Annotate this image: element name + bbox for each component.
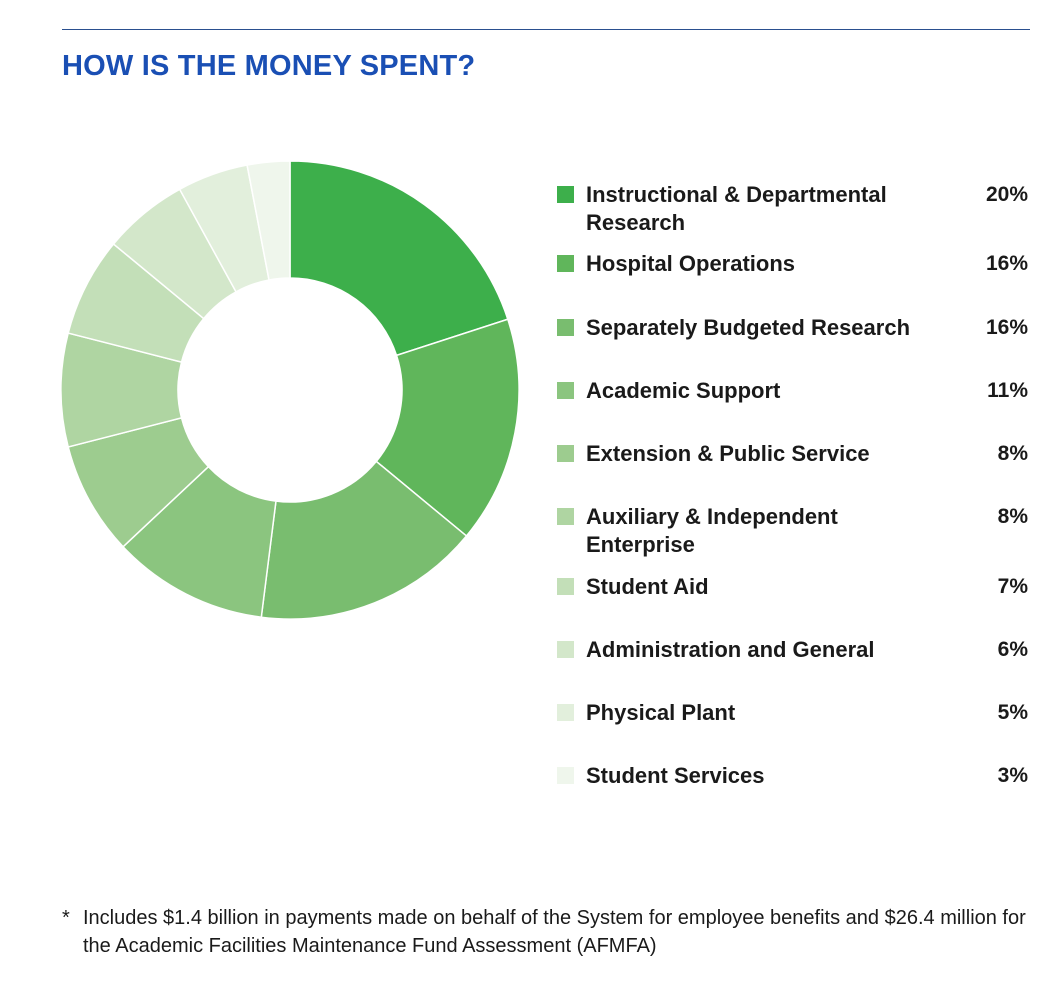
- legend-swatch: [557, 255, 574, 272]
- legend-label: Hospital Operations: [586, 251, 796, 276]
- legend-value: 20%: [985, 183, 1028, 206]
- legend-value: 11%: [987, 379, 1028, 402]
- chart-title: HOW IS THE MONEY SPENT?: [62, 50, 476, 82]
- legend-value: 7%: [997, 575, 1028, 598]
- legend-swatch: [557, 508, 574, 525]
- donut-slice: [289, 160, 509, 357]
- legend-value: 3%: [997, 764, 1028, 787]
- legend-value: 16%: [985, 316, 1028, 339]
- donut-chart: [60, 160, 520, 620]
- legend-value: 8%: [997, 505, 1028, 528]
- legend-label: Auxiliary & Independent Enterprise: [586, 504, 838, 557]
- footnote-text: Includes $1.4 billion in payments made o…: [83, 907, 1026, 957]
- legend-value: 8%: [997, 442, 1028, 465]
- top-rule: [62, 29, 1030, 30]
- legend-swatch: [557, 704, 574, 721]
- legend-value: 5%: [997, 701, 1028, 724]
- footnote: * Includes $1.4 billion in payments made…: [62, 904, 1037, 960]
- legend-label: Instructional & Departmental Research: [586, 182, 887, 235]
- donut-slice: [246, 160, 291, 281]
- legend-label: Academic Support: [586, 378, 781, 403]
- donut-slice: [260, 460, 468, 620]
- legend-swatch: [557, 382, 574, 399]
- footnote-marker: *: [62, 907, 70, 929]
- legend-swatch: [557, 578, 574, 595]
- legend-swatch: [557, 186, 574, 203]
- legend-label: Student Services: [586, 763, 765, 788]
- legend-swatch: [557, 767, 574, 784]
- legend-swatch: [557, 319, 574, 336]
- donut-slice: [375, 318, 520, 538]
- donut-slices: [60, 160, 520, 620]
- legend-swatch: [557, 641, 574, 658]
- legend-label: Student Aid: [586, 574, 709, 599]
- legend-label: Separately Budgeted Research: [586, 315, 911, 340]
- legend-value: 16%: [985, 252, 1028, 275]
- legend-value: 6%: [997, 638, 1028, 661]
- legend-label: Administration and General: [586, 637, 875, 662]
- legend-swatch: [557, 445, 574, 462]
- legend-label: Extension & Public Service: [586, 441, 870, 466]
- legend-label: Physical Plant: [586, 700, 736, 725]
